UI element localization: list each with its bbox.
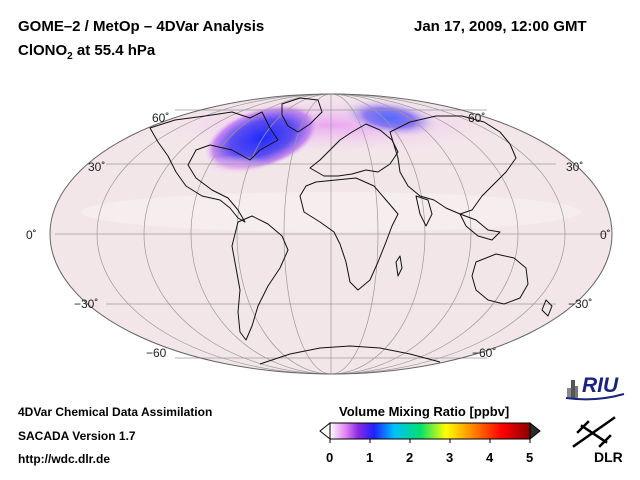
colorbar-max-arrow <box>529 421 541 441</box>
dlr-logo-icon <box>572 416 616 448</box>
india-coast <box>415 195 433 227</box>
footer-url-link[interactable]: http://wdc.dlr.de <box>18 452 110 466</box>
colorbar-tick-1: 1 <box>366 450 374 465</box>
datetime-label: Jan 17, 2009, 12:00 GMT <box>414 18 587 35</box>
riu-logo-text: RIU <box>582 374 619 397</box>
lat-label-60s-left: −60 <box>146 346 167 360</box>
lat-label-30n-left: 30˚ <box>88 160 106 174</box>
globe-outline <box>49 93 613 375</box>
lat-label-0-left: 0˚ <box>26 228 37 242</box>
footer-assimilation-label: 4DVar Chemical Data Assimilation <box>18 405 213 419</box>
colorbar-tick-2: 2 <box>406 450 414 465</box>
new-zealand-coast <box>541 299 553 317</box>
lat-label-0-right: 0˚ <box>600 228 611 242</box>
greenland-coast <box>281 97 323 133</box>
africa-coast <box>299 177 399 291</box>
colorbar-tick-0: 0 <box>326 450 334 465</box>
lat-label-60s-right: −60˚ <box>472 346 497 360</box>
madagascar-coast <box>395 255 403 277</box>
map-title: GOME–2 / MetOp – 4DVar Analysis <box>18 18 265 35</box>
colorbar <box>319 421 541 443</box>
dlr-logo-text: DLR <box>594 449 623 465</box>
clono2-high-region-east <box>340 98 440 138</box>
colorbar-tick-5: 5 <box>526 450 534 465</box>
coastlines <box>149 97 553 365</box>
lat-label-30s-left: −30˚ <box>74 297 99 311</box>
riu-logo: RIU <box>566 372 626 402</box>
asia-coast <box>389 115 517 215</box>
colorbar-title: Volume Mixing Ratio [ppbv] <box>339 404 510 419</box>
colorbar-min-arrow <box>319 421 331 441</box>
clono2-high-region-west <box>204 103 320 173</box>
south-america-coast <box>231 215 289 341</box>
colorbar-gradient <box>329 422 531 440</box>
lat-label-60n-left: 60˚ <box>152 111 170 125</box>
colorbar-tick-3: 3 <box>446 450 454 465</box>
species-label: ClONO2 at 55.4 hPa <box>18 42 156 62</box>
lat-label-30n-right: 30˚ <box>566 160 584 174</box>
footer-version-label: SACADA Version 1.7 <box>18 429 136 443</box>
europe-coast <box>309 123 399 177</box>
lat-label-30s-right: −30˚ <box>568 297 593 311</box>
north-america-coast <box>149 111 279 223</box>
riu-logo-icon <box>566 380 625 401</box>
australia-coast <box>471 253 529 305</box>
lat-label-60n-right: 60˚ <box>468 111 486 125</box>
antarctica-coast <box>259 345 441 365</box>
colorbar-tick-4: 4 <box>486 450 494 465</box>
southeast-asia-coast <box>459 213 501 241</box>
